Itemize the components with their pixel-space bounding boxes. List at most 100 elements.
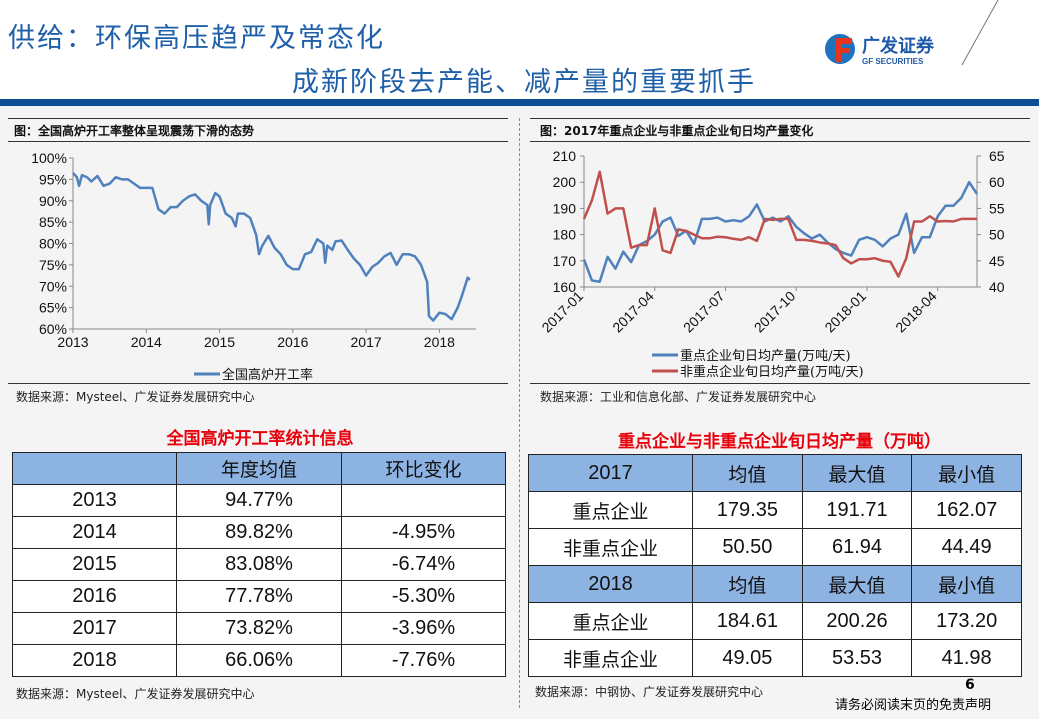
- header-bar: [0, 99, 1039, 106]
- divider: [530, 383, 1030, 384]
- divider-vertical: [519, 118, 520, 708]
- table-cell: 最大值: [801, 565, 913, 603]
- gf-logo-icon: 广发证券 GF SECURITIES: [825, 34, 935, 66]
- table-cell: -6.74%: [341, 548, 506, 581]
- legend-label: 非重点企业旬日均产量(万吨/天): [680, 364, 864, 380]
- divider: [530, 118, 1030, 119]
- table-cell: 重点企业: [527, 491, 694, 529]
- table-cell: 2017: [527, 454, 694, 492]
- table-cell: 179.35: [692, 491, 803, 529]
- table-cell: -5.30%: [341, 580, 506, 613]
- divider: [8, 141, 508, 142]
- left-figure-title: 图：全国高炉开工率整体呈现震荡下滑的态势: [14, 124, 255, 138]
- table-cell: 173.20: [911, 602, 1022, 640]
- table-cell: 2017: [12, 612, 177, 645]
- y-tick-label: 75%: [39, 257, 67, 273]
- table-cell: 均值: [692, 454, 803, 492]
- table-cell: 89.82%: [176, 516, 342, 549]
- table-row: 2013 94.77%: [12, 484, 506, 517]
- x-tick-label: 2017-10: [751, 288, 799, 336]
- y-left-tick-label: 170: [553, 253, 577, 269]
- table-cell: 非重点企业: [527, 528, 694, 566]
- table-cell: 184.61: [692, 602, 803, 640]
- x-tick-label: 2017-07: [680, 288, 728, 336]
- page-subtitle: 成新阶段去产能、减产量的重要抓手: [292, 67, 756, 98]
- table-cell: [341, 484, 506, 517]
- table-row: 重点企业 179.35 191.71 162.07: [527, 491, 1022, 529]
- table-cell: 53.53: [801, 639, 913, 677]
- table-cell: 200.26: [801, 602, 913, 640]
- y-right-tick-label: 45: [989, 253, 1005, 269]
- legend-label: 全国高炉开工率: [222, 367, 313, 382]
- table-cell: 2016: [12, 580, 177, 613]
- table-cell: -3.96%: [341, 612, 506, 645]
- y-tick-label: 95%: [39, 171, 67, 187]
- divider: [8, 118, 508, 119]
- production-table: 2017 均值 最大值 最小值 重点企业 179.35 191.71 162.07 非重点企业 5…: [527, 454, 1022, 677]
- table-row: 2018 66.06% -7.76%: [12, 644, 506, 677]
- x-tick-label: 2018-01: [821, 288, 869, 336]
- table-cell: 重点企业: [527, 602, 694, 640]
- table-cell: 73.82%: [176, 612, 342, 645]
- y-tick-label: 70%: [39, 278, 67, 294]
- table-cell: 41.98: [911, 639, 1022, 677]
- x-tick-label: 2017: [351, 334, 382, 350]
- table-cell: 2015: [12, 548, 177, 581]
- right-figure-source: 数据来源：工业和信息化部、广发证券发展研究中心: [540, 390, 817, 404]
- table-cell: 61.94: [801, 528, 913, 566]
- table-cell: 50.50: [692, 528, 803, 566]
- page-number: 6: [965, 677, 975, 693]
- y-left-tick-label: 210: [553, 148, 577, 164]
- header: [0, 0, 1039, 100]
- table-cell: 83.08%: [176, 548, 342, 581]
- y-tick-label: 80%: [39, 236, 67, 252]
- table-header-row: 年度均值 环比变化: [12, 452, 506, 485]
- header-cell: 环比变化: [341, 452, 506, 485]
- y-tick-label: 85%: [39, 214, 67, 230]
- logo: 广发证券 GF SECURITIES: [822, 30, 952, 68]
- divider: [530, 141, 1030, 142]
- x-tick-label: 2018: [424, 334, 455, 350]
- table-cell: 77.78%: [176, 580, 342, 613]
- y-tick-label: 65%: [39, 300, 67, 316]
- y-left-tick-label: 180: [553, 227, 577, 243]
- table-row: 2016 77.78% -5.30%: [12, 580, 506, 613]
- table-header-row: 2018 均值 最大值 最小值: [527, 565, 1022, 603]
- table-cell: 2013: [12, 484, 177, 517]
- right-table-source: 数据来源：中钢协、广发证券发展研究中心: [535, 685, 764, 699]
- blast-furnace-chart: 60% 65% 70% 75% 80% 85% 90% 95% 100% 2013 2014 2015…: [31, 150, 476, 382]
- table-cell: 162.07: [911, 491, 1022, 529]
- table-cell: 最小值: [911, 454, 1022, 492]
- logo-cn: 广发证券: [862, 35, 935, 57]
- table-header-row: 2017 均值 最大值 最小值: [527, 454, 1022, 492]
- table-cell: 2014: [12, 516, 177, 549]
- left-table-title: 全国高炉开工率统计信息: [166, 429, 354, 449]
- decor-line: [961, 0, 999, 66]
- table-cell: 均值: [692, 565, 803, 603]
- y-right-tick-label: 65: [989, 148, 1005, 164]
- table-cell: 66.06%: [176, 644, 342, 677]
- y-right-tick-label: 55: [989, 200, 1005, 216]
- series-line: [582, 170, 977, 278]
- table-cell: -4.95%: [341, 516, 506, 549]
- table-row: 重点企业 184.61 200.26 173.20: [527, 602, 1022, 640]
- y-left-tick-label: 200: [553, 174, 577, 190]
- y-left-tick-label: 160: [553, 279, 577, 295]
- table-row: 2017 73.82% -3.96%: [12, 612, 506, 645]
- left-table-source: 数据来源：Mysteel、广发证券发展研究中心: [16, 687, 255, 701]
- table-row: 2014 89.82% -4.95%: [12, 516, 506, 549]
- y-tick-label: 60%: [39, 321, 67, 337]
- table-cell: 非重点企业: [527, 639, 694, 677]
- table-row: 2015 83.08% -6.74%: [12, 548, 506, 581]
- table-cell: 最小值: [911, 565, 1022, 603]
- table-cell: 2018: [12, 644, 177, 677]
- table-cell: 最大值: [801, 454, 913, 492]
- right-figure-title: 图：2017年重点企业与非重点企业旬日均产量变化: [540, 124, 814, 138]
- x-tick-label: 2015: [204, 334, 235, 350]
- disclaimer: 请务必阅读末页的免责声明: [835, 698, 992, 713]
- page-title: 供给：环保高压趋严及常态化: [8, 23, 385, 54]
- table-cell: 191.71: [801, 491, 913, 529]
- blast-furnace-table: 年度均值 环比变化 2013 94.77% 2014 89.82% -4.95% 2015…: [12, 452, 506, 677]
- x-tick-label: 2013: [57, 334, 88, 350]
